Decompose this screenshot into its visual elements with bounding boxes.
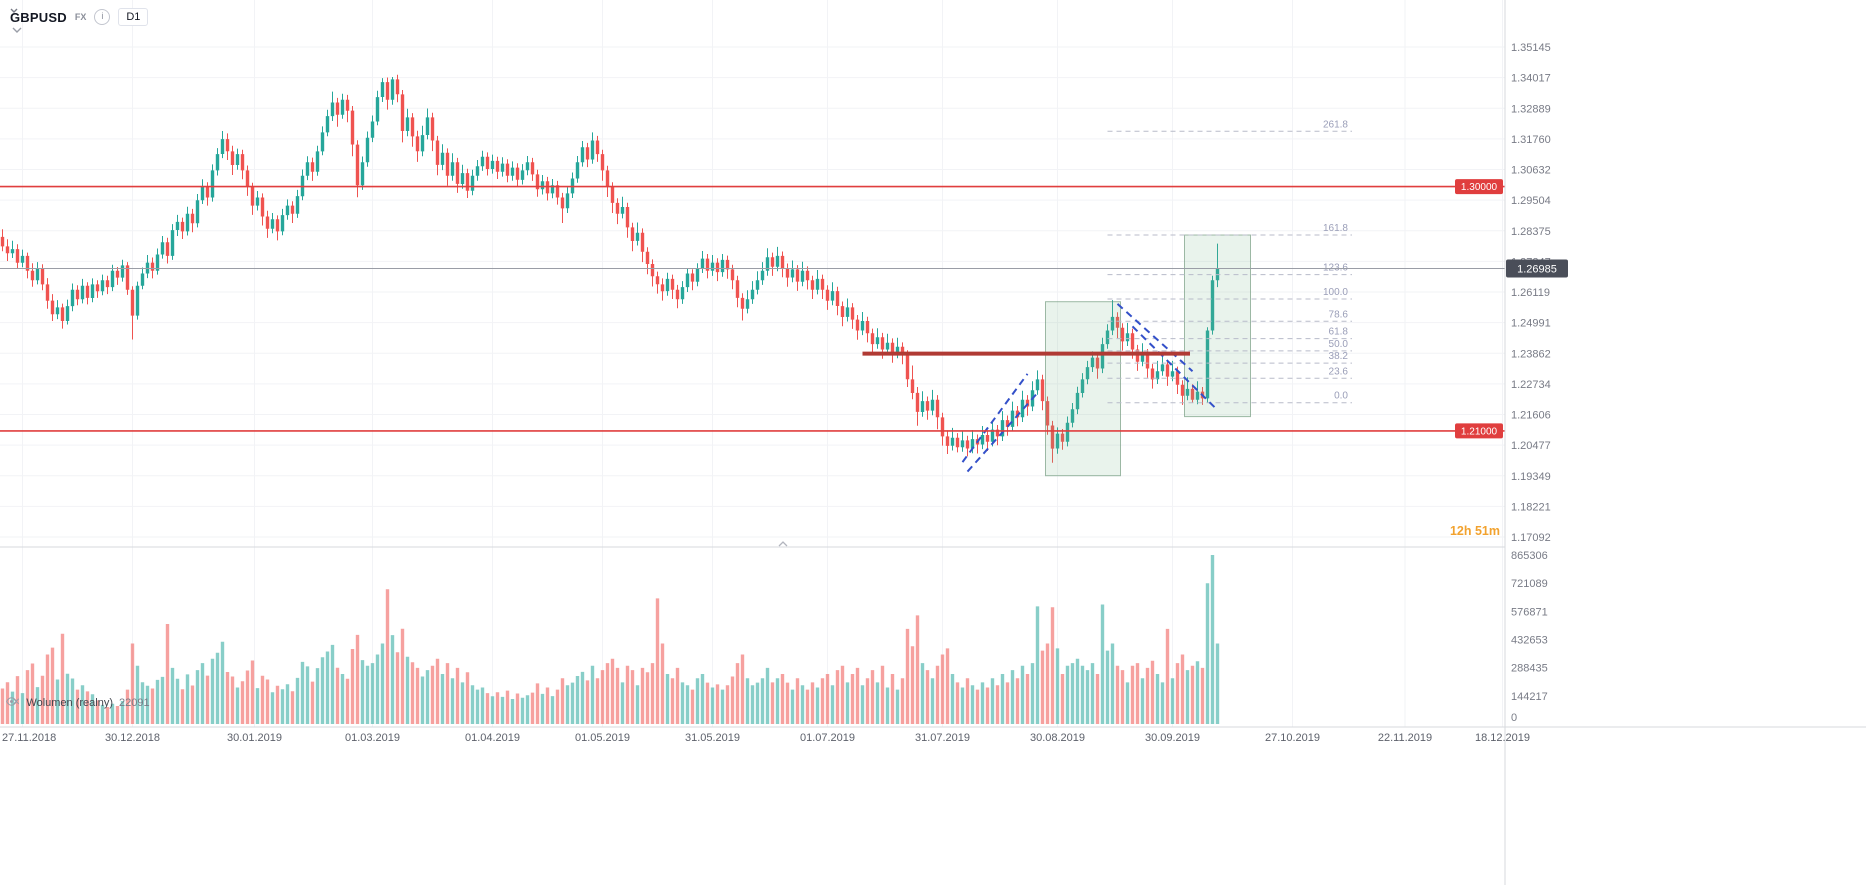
volume-axis-label: 721089 — [1511, 578, 1548, 590]
trend-channels-layer[interactable] — [961, 303, 1216, 473]
symbol-title[interactable]: GBPUSD — [10, 9, 67, 25]
volume-indicator-value: 22091 — [119, 697, 150, 709]
time-axis-label: 27.10.2019 — [1265, 732, 1320, 744]
price-axis-label: 1.22734 — [1511, 379, 1551, 391]
price-axis-label: 1.34017 — [1511, 73, 1551, 85]
market-badge: FX — [74, 12, 87, 22]
symbol-header: GBPUSD FX i D1 — [10, 8, 149, 26]
fib-level-label: 100.0 — [1323, 287, 1348, 298]
time-axis-label: 30.08.2019 — [1030, 732, 1085, 744]
candles-layer — [0, 74, 1220, 463]
time-axis-label: 18.12.2019 — [1475, 732, 1530, 744]
volume-legend: ✕ Wolumen (realny) 22091 — [6, 697, 150, 709]
volume-axis-label: 576871 — [1511, 606, 1548, 618]
current-price-tag: 1.26985 — [1506, 259, 1568, 278]
time-axis-label: 30.12.2018 — [105, 732, 160, 744]
price-axis-label: 1.28375 — [1511, 226, 1551, 238]
highlight-zone[interactable] — [1184, 234, 1251, 418]
price-axis-label: 1.26119 — [1511, 287, 1550, 299]
fib-level-label: 23.6 — [1329, 366, 1349, 377]
fib-level-label: 0.0 — [1334, 391, 1348, 402]
level-price-tag: 1.21000 — [1455, 423, 1503, 439]
volume-axis-label: 144217 — [1511, 691, 1548, 703]
time-axis-label: 01.05.2019 — [575, 732, 630, 744]
highlight-zone[interactable] — [1045, 301, 1121, 477]
timeframe-label: D1 — [126, 11, 141, 23]
info-icon[interactable]: i — [94, 9, 111, 25]
price-axis-label: 1.35145 — [1511, 42, 1551, 54]
price-axis-label: 1.30632 — [1511, 165, 1551, 177]
timeframe-button[interactable]: D1 — [10, 8, 149, 26]
bar-close-countdown: 12h 51m — [1449, 524, 1500, 538]
time-axis-label: 27.11.2018 — [2, 732, 56, 744]
pane-resize-handle[interactable] — [778, 541, 788, 547]
volume-axis-label: 432653 — [1511, 635, 1548, 647]
fib-level-label: 38.2 — [1329, 351, 1349, 362]
time-axis-label: 22.11.2019 — [1378, 732, 1432, 744]
volume-axis-label: 0 — [1511, 712, 1517, 724]
svg-text:1.26985: 1.26985 — [1517, 263, 1557, 275]
volume-axis-label: 865306 — [1511, 550, 1548, 562]
price-axis-label: 1.24991 — [1511, 318, 1551, 330]
trendline[interactable] — [966, 392, 1039, 473]
price-axis-label: 1.19349 — [1511, 471, 1551, 483]
price-axis-label: 1.23862 — [1511, 348, 1551, 360]
time-axis-label: 31.07.2019 — [915, 732, 970, 744]
fib-level-label: 161.8 — [1323, 223, 1348, 234]
trendline[interactable] — [1131, 325, 1216, 409]
volume-axis-label: 288435 — [1511, 663, 1548, 675]
volume-bars-layer — [0, 555, 1220, 724]
time-axis-label: 30.09.2019 — [1145, 732, 1200, 744]
time-axis-label: 01.07.2019 — [800, 732, 855, 744]
level-price-tag: 1.30000 — [1455, 179, 1503, 195]
volume-indicator-label[interactable]: Wolumen (realny) — [26, 697, 113, 709]
svg-text:1.21000: 1.21000 — [1461, 426, 1498, 437]
time-axis[interactable]: 27.11.2018 30.12.2018 30.01.2019 01.03.2019… — [2, 732, 1530, 744]
fib-level-label: 78.6 — [1329, 309, 1349, 320]
fib-level-label: 50.0 — [1329, 339, 1349, 350]
time-axis-label: 31.05.2019 — [685, 732, 740, 744]
highlight-zones-layer[interactable] — [1045, 234, 1251, 477]
price-axis-label: 1.17092 — [1511, 532, 1551, 544]
price-axis-label: 1.29504 — [1511, 195, 1551, 207]
time-axis-label: 01.04.2019 — [465, 732, 520, 744]
price-axis-label: 1.21606 — [1511, 410, 1551, 422]
svg-text:1.30000: 1.30000 — [1461, 182, 1498, 193]
fib-level-label: 61.8 — [1329, 327, 1349, 338]
price-axis[interactable]: 1.35145 1.34017 1.32889 1.31760 1.30632 1.295… — [1506, 42, 1568, 724]
price-axis-label: 1.18221 — [1511, 501, 1551, 513]
horizontal-levels-layer[interactable]: 1.30000 1.21000 — [0, 179, 1505, 439]
trendline[interactable] — [1116, 303, 1194, 372]
price-axis-label: 1.32889 — [1511, 103, 1551, 115]
trendline[interactable] — [961, 373, 1029, 463]
time-axis-label: 01.03.2019 — [345, 732, 400, 744]
price-axis-label: 1.31760 — [1511, 134, 1551, 146]
fib-level-label: 261.8 — [1323, 119, 1348, 130]
chevron-down-icon — [10, 8, 18, 13]
time-axis-label: 30.01.2019 — [227, 732, 282, 744]
price-axis-label: 1.20477 — [1511, 440, 1551, 452]
